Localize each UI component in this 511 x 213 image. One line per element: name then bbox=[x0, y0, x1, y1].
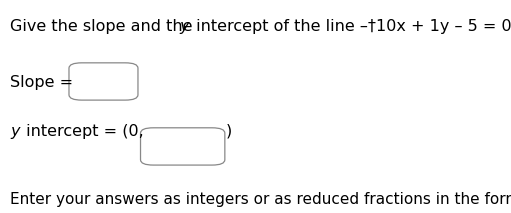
FancyBboxPatch shape bbox=[69, 63, 138, 100]
Text: intercept = (0,: intercept = (0, bbox=[21, 124, 144, 138]
Text: Give the slope and the: Give the slope and the bbox=[10, 19, 198, 34]
Text: y: y bbox=[180, 19, 190, 34]
Text: Slope =: Slope = bbox=[10, 75, 79, 89]
Text: Enter your answers as integers or as reduced fractions in the form A/B.: Enter your answers as integers or as red… bbox=[10, 192, 511, 207]
FancyBboxPatch shape bbox=[141, 128, 225, 165]
Text: y: y bbox=[10, 124, 20, 138]
Text: ): ) bbox=[226, 124, 232, 138]
Text: intercept of the line –†10x + 1y – 5 = 0.: intercept of the line –†10x + 1y – 5 = 0… bbox=[191, 19, 511, 34]
